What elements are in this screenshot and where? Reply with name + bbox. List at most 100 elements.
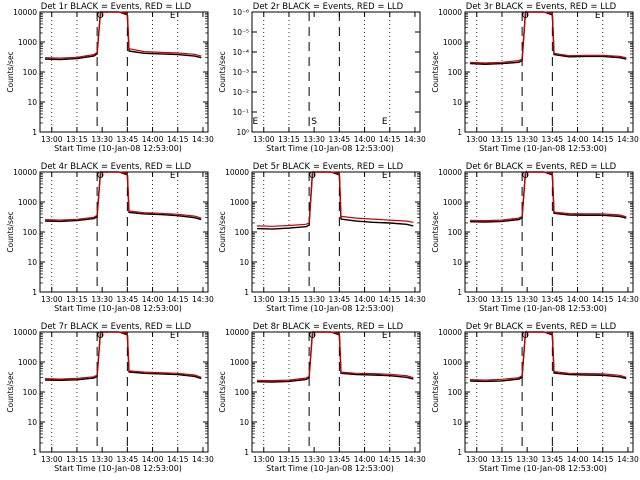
flag-marker: E [170,331,176,341]
x-tick-label: 13:30 [303,455,325,464]
x-tick-label: 14:15 [592,455,614,464]
flag-marker: O [97,171,104,181]
x-tick-label: 13:30 [516,295,538,304]
y-axis-label: Counts/sec [218,371,227,412]
chart-title: Det 5r BLACK = Events, RED = LLD [253,162,404,172]
series-line-lld [44,11,202,59]
x-tick-label: 14:15 [379,455,401,464]
y-axis-label: Counts/sec [431,51,440,92]
y-tick-label: 10 [27,98,37,107]
y-tick-label: 1 [244,288,249,297]
y-tick-label: 1000 [230,358,249,367]
y-tick-label: 10⁻⁴ [232,48,249,57]
y-tick-label: 1 [457,288,462,297]
y-tick-label: 1000 [443,358,462,367]
chart-title: Det 3r BLACK = Events, RED = LLD [466,2,617,12]
y-axis-label: Counts/sec [431,211,440,252]
y-tick-label: 1 [244,448,249,457]
x-tick-label: 14:30 [404,135,426,144]
y-tick-label: 100 [235,388,250,397]
y-tick-label: 1000 [18,198,37,207]
x-tick-label: 13:30 [516,135,538,144]
series-line-lld [44,171,202,221]
flag-marker: E [595,171,601,181]
x-axis-label: Start Time (10-Jan-08 12:53:00) [266,464,394,473]
y-tick-label: 10⁰ [236,128,249,137]
x-tick-label: 14:30 [192,455,214,464]
chart-title: Det 8r BLACK = Events, RED = LLD [253,322,404,332]
x-axis-label: Start Time (10-Jan-08 12:53:00) [54,304,182,313]
y-tick-label: 10 [452,98,462,107]
x-tick-label: 14:30 [404,455,426,464]
x-tick-label: 13:15 [278,135,300,144]
x-tick-label: 14:00 [354,455,376,464]
flag-marker: E [170,171,176,181]
x-tick-label: 14:15 [167,455,189,464]
plot-frame [39,171,209,293]
y-tick-label: 10000 [438,328,462,337]
x-tick-label: 14:15 [167,135,189,144]
x-tick-label: 13:45 [542,135,564,144]
x-tick-label: 13:15 [66,455,88,464]
plot-frame [464,11,634,133]
y-axis-label: Counts/sec [431,371,440,412]
y-tick-label: 1 [457,128,462,137]
y-tick-label: 10000 [225,168,249,177]
y-tick-label: 10 [452,418,462,427]
plot-frame [464,171,634,293]
flag-marker: O [522,171,529,181]
flag-marker: E [382,331,388,341]
y-tick-label: 10000 [438,8,462,17]
x-tick-label: 13:30 [303,135,325,144]
x-tick-label: 14:00 [142,135,164,144]
series-line-lld [469,171,627,222]
series-line-lld [44,331,202,380]
y-tick-label: 10000 [13,328,37,337]
flag-marker: O [522,331,529,341]
x-tick-label: 13:45 [542,455,564,464]
y-axis-label: Counts/sec [6,211,15,252]
x-tick-label: 13:45 [117,135,139,144]
flag-marker: E [253,117,259,127]
x-axis-label: Start Time (10-Jan-08 12:53:00) [479,464,607,473]
y-tick-label: 10 [239,418,249,427]
x-tick-label: 13:00 [466,295,488,304]
x-tick-label: 14:30 [192,295,214,304]
x-tick-label: 13:45 [329,295,351,304]
x-tick-label: 14:15 [167,295,189,304]
y-axis-label: Counts/sec [6,51,15,92]
x-tick-label: 14:30 [617,455,639,464]
flag-marker: E [170,11,176,21]
y-tick-label: 1 [32,128,37,137]
x-tick-label: 14:00 [142,295,164,304]
x-tick-label: 14:00 [567,455,589,464]
y-tick-label: 1000 [443,198,462,207]
x-tick-label: 13:15 [491,135,513,144]
flag-marker: O [97,11,104,21]
y-tick-label: 100 [448,388,463,397]
y-tick-label: 10 [27,258,37,267]
x-tick-label: 13:45 [329,135,351,144]
x-tick-label: 13:15 [66,295,88,304]
y-axis-label: Counts/sec [218,211,227,252]
plot-frame [39,331,209,453]
plot-frame [464,331,634,453]
y-tick-label: 100 [448,228,463,237]
y-tick-label: 1 [457,448,462,457]
y-tick-label: 10⁻⁵ [232,28,249,37]
x-tick-label: 13:00 [41,135,63,144]
x-tick-label: 13:30 [516,455,538,464]
y-tick-label: 1000 [18,38,37,47]
y-axis-label: Counts/sec [218,51,227,92]
x-axis-label: Start Time (10-Jan-08 12:53:00) [54,464,182,473]
chart-title: Det 9r BLACK = Events, RED = LLD [466,322,617,332]
y-tick-label: 10⁻¹ [232,108,249,117]
series-line-lld [256,171,414,227]
y-tick-label: 1000 [18,358,37,367]
chart-panel-1: Det 1r BLACK = Events, RED = LLD 1 10 100 10… [6,2,214,153]
x-tick-label: 14:30 [617,295,639,304]
y-tick-label: 100 [23,388,38,397]
y-axis-label: Counts/sec [6,371,15,412]
x-tick-label: 14:00 [354,135,376,144]
x-tick-label: 13:00 [41,455,63,464]
